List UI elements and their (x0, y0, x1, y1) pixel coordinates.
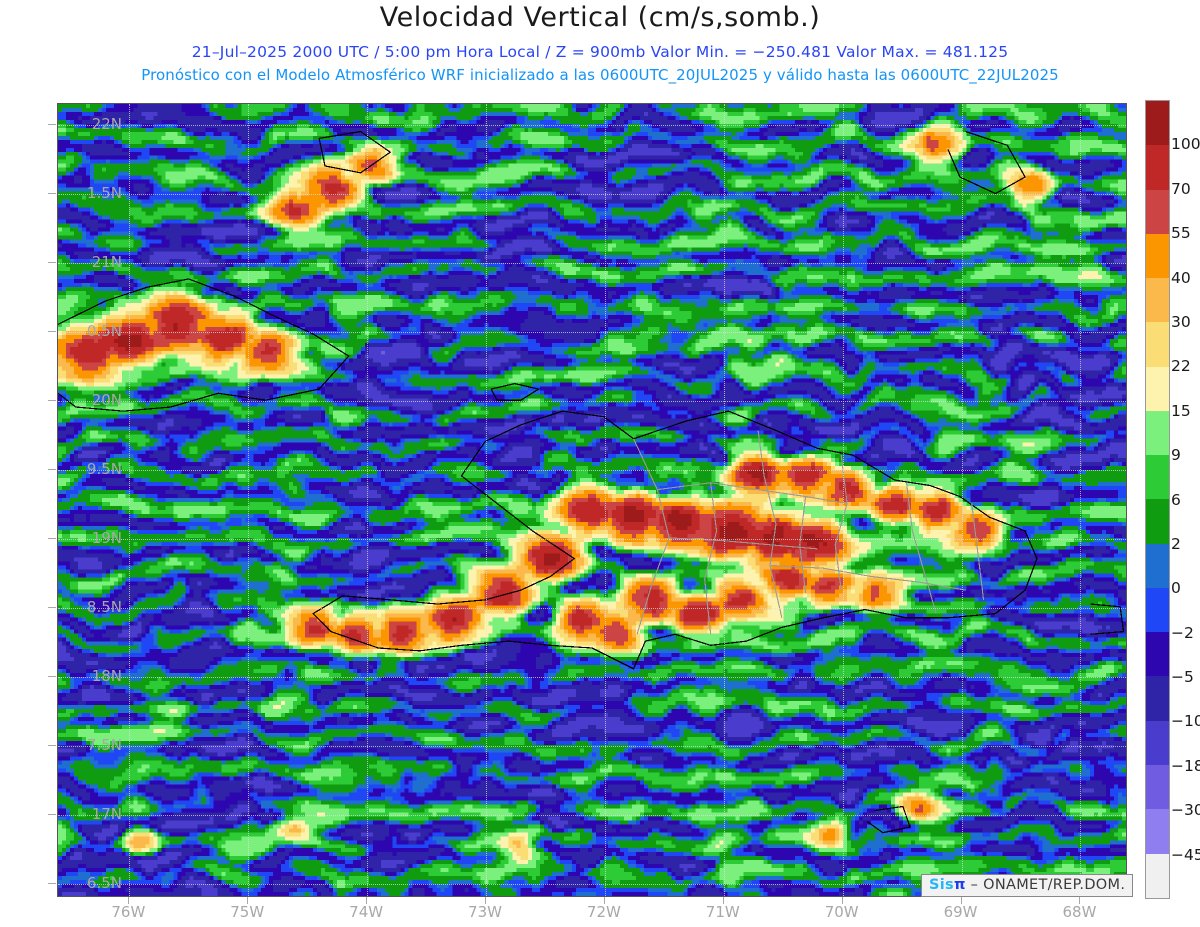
longitude-tick-mark (247, 897, 249, 904)
colorbar-tick-label: −5 (1171, 668, 1194, 687)
colorbar-band (1146, 809, 1169, 854)
badge-org-text: – ONAMET/REP.DOM. (970, 877, 1126, 893)
longitude-tick-label: 72W (586, 903, 621, 921)
colorbar-tick-label: −45 (1171, 845, 1200, 864)
longitude-tick-mark (960, 897, 962, 904)
colorbar (1145, 100, 1170, 899)
latitude-tick-mark (48, 883, 56, 885)
latitude-tick-label: 22N (91, 114, 122, 133)
latitude-tick-label: 1.5N (86, 183, 122, 202)
longitude-tick-label: 70W (824, 903, 859, 921)
colorbar-band (1146, 366, 1169, 411)
longitude-tick-label: 73W (468, 903, 502, 921)
colorbar-band (1146, 632, 1169, 677)
longitude-tick-mark (841, 897, 843, 904)
latitude-tick-mark (48, 123, 56, 125)
colorbar-band (1146, 145, 1169, 190)
badge-sis-text: Sis (929, 877, 954, 893)
colorbar-band (1146, 676, 1169, 721)
colorbar-band (1146, 455, 1169, 500)
colorbar-tick-label: 30 (1171, 312, 1191, 331)
colorbar-tick-label: 9 (1171, 446, 1181, 465)
latitude-tick-mark (48, 192, 56, 194)
latitude-tick-label: 18N (91, 667, 122, 686)
colorbar-tick-label: −30 (1171, 801, 1200, 820)
colorbar-band (1146, 278, 1169, 323)
subtitle-line-2: Pronóstico con el Modelo Atmosférico WRF… (141, 66, 1059, 84)
longitude-tick-mark (128, 897, 130, 904)
longitude-tick-label: 71W (705, 903, 740, 921)
latitude-tick-label: 21N (91, 252, 122, 271)
vertical-velocity-shaded-field (58, 104, 1126, 896)
latitude-tick-label: 17N (91, 805, 122, 824)
longitude-tick-mark (722, 897, 724, 904)
latitude-tick-mark (48, 537, 56, 539)
latitude-tick-mark (48, 330, 56, 332)
colorbar-band (1146, 543, 1169, 588)
longitude-tick-mark (485, 897, 486, 904)
longitude-tick-label: 69W (943, 903, 978, 921)
colorbar-band (1146, 499, 1169, 544)
latitude-tick-label: 7.5N (86, 736, 122, 755)
colorbar-band (1146, 764, 1169, 810)
longitude-tick-label: 76W (111, 903, 146, 921)
longitude-tick-label: 75W (230, 903, 265, 921)
colorbar-band (1146, 233, 1169, 279)
colorbar-band (1146, 101, 1169, 146)
colorbar-tick-label: 70 (1171, 179, 1191, 198)
latitude-tick-label: 8.5N (86, 598, 122, 617)
latitude-tick-mark (48, 261, 56, 263)
latitude-tick-label: 19N (91, 528, 122, 547)
badge-pi-symbol: π (953, 877, 966, 893)
attribution-badge: Sisπ – ONAMET/REP.DOM. (921, 874, 1134, 897)
latitude-tick-label: 6.5N (86, 874, 122, 893)
subtitle-line-1: 21–Jul–2025 2000 UTC / 5:00 pm Hora Loca… (191, 43, 1009, 61)
colorbar-band (1146, 189, 1169, 234)
colorbar-tick-label: −10 (1171, 712, 1200, 731)
latitude-tick-label: 9.5N (86, 459, 122, 478)
colorbar-tick-label: 2 (1171, 534, 1181, 553)
longitude-tick-mark (1079, 897, 1081, 904)
colorbar-tick-label: 6 (1171, 490, 1181, 509)
colorbar-tick-label: −2 (1171, 623, 1194, 642)
colorbar-tick-label: 40 (1171, 268, 1191, 287)
longitude-tick-mark (366, 897, 368, 904)
colorbar-tick-label: 100 (1171, 135, 1200, 154)
colorbar-tick-label: 55 (1171, 224, 1191, 243)
colorbar-band (1146, 410, 1169, 456)
latitude-tick-mark (48, 468, 56, 470)
latitude-tick-mark (48, 399, 56, 401)
colorbar-tick-label: 22 (1171, 357, 1191, 376)
colorbar-tick-label: 15 (1171, 401, 1191, 420)
page-title: Velocidad Vertical (cm/s,somb.) (379, 2, 821, 33)
colorbar-band (1146, 853, 1169, 898)
colorbar-tick-label: −18 (1171, 756, 1200, 775)
latitude-tick-mark (48, 745, 56, 747)
longitude-tick-mark (603, 897, 605, 904)
longitude-tick-label: 74W (349, 903, 384, 921)
colorbar-tick-label: 0 (1171, 579, 1181, 598)
map-plot-area (57, 103, 1127, 897)
longitude-tick-label: 68W (1062, 903, 1097, 921)
latitude-tick-mark (48, 814, 56, 816)
colorbar-band (1146, 720, 1169, 765)
latitude-tick-label: 0.5N (86, 321, 122, 340)
latitude-tick-mark (48, 607, 56, 609)
latitude-tick-label: 20N (91, 390, 122, 409)
colorbar-band (1146, 322, 1169, 367)
latitude-tick-mark (48, 676, 56, 678)
colorbar-band (1146, 587, 1169, 633)
